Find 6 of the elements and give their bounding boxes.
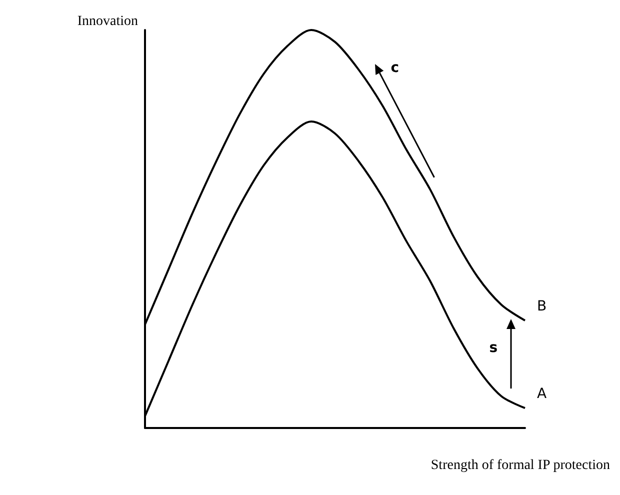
annotation: c: [390, 60, 400, 76]
series-label: B: [537, 298, 547, 315]
y-axis-title: Innovation: [76, 14, 138, 30]
x-axis-title: Strength of formal IP protection: [430, 458, 610, 474]
series-label: A: [537, 386, 547, 402]
annotation: s: [489, 340, 498, 356]
